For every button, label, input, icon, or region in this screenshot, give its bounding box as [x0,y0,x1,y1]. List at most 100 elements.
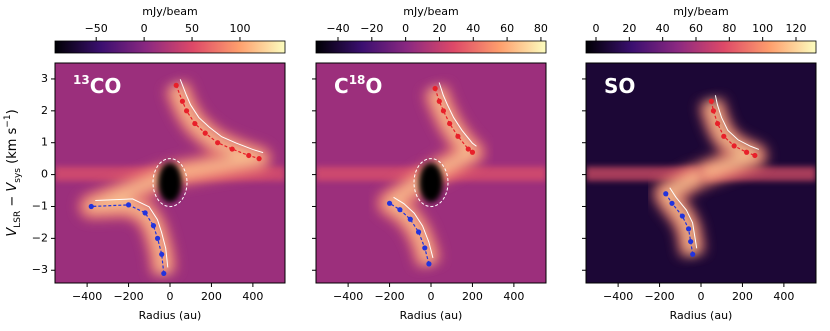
y-tick-label: 1 [41,136,48,149]
y-tick-label: 3 [41,72,48,85]
point [173,82,179,88]
point [469,149,476,155]
x-tick-label: −200 [644,290,674,303]
colorbar-label: mJy/beam [142,5,197,18]
y-axis-label-part: V [5,227,20,237]
pv-image [55,63,285,283]
panel-label-part: CO [90,74,122,98]
y-axis-label-part: ) [5,109,20,114]
colorbar-tick-label: 0 [402,22,409,35]
panel-label-part: 13 [73,73,90,87]
point [426,261,432,267]
colorbar-tick-label: 0 [593,22,600,35]
x-tick-label: 400 [242,290,263,303]
colorbar-label: mJy/beam [403,5,458,18]
colorbar-tick-label: −50 [85,22,108,35]
colorbar-tick-label: 80 [534,22,548,35]
pv-image [586,63,816,283]
colorbar-tick-label: 60 [500,22,514,35]
contour [669,187,698,249]
point [415,229,422,235]
contour [393,196,434,258]
x-tick-label: −200 [374,290,404,303]
x-tick-label: 200 [462,290,483,303]
y-tick-label: 2 [41,104,48,117]
x-tick-label: 400 [503,290,524,303]
point [154,235,161,241]
contour [95,198,169,268]
contour [438,82,477,147]
fit-line [389,202,430,265]
point [125,202,132,208]
point [731,143,737,149]
y-axis-label-part: (km s [5,127,20,168]
x-tick-label: −200 [113,290,143,303]
point [215,140,221,146]
point [256,156,262,162]
point [397,207,403,213]
colorbar-tick-label: 50 [185,22,199,35]
x-tick-label: 0 [428,290,435,303]
point [690,251,696,257]
colorbar-label: mJy/beam [673,5,728,18]
y-axis-label: VLSR − Vsys (km s−1) [3,109,23,236]
point [150,223,157,229]
point [447,120,453,127]
point [179,98,186,104]
colorbar-tick-label: 80 [722,22,736,35]
x-axis-label: Radius (au) [139,309,202,322]
point [407,216,413,222]
x-tick-label: 0 [698,290,705,303]
x-tick-label: −400 [72,290,102,303]
colorbar-tick-label: 60 [689,22,703,35]
colorbar-tick-label: 120 [786,22,807,35]
contour [714,95,760,150]
point [455,133,461,139]
colorbar-tick-label: 100 [229,22,250,35]
y-tick-label: −3 [32,263,48,276]
colorbar [54,40,286,54]
y-axis-label-part: LSR [13,211,23,228]
colorbar-tick-label: 20 [432,22,446,35]
point [202,130,208,136]
colorbar-tick-label: 20 [622,22,636,35]
point [159,251,165,257]
x-tick-label: 200 [732,290,753,303]
y-axis-label-part: −1 [3,114,13,127]
point [142,210,148,216]
point [685,226,692,232]
y-tick-label: 0 [41,168,48,181]
point [714,120,721,127]
point [752,152,758,159]
pv-image [316,63,546,283]
point [743,149,750,155]
panel-label-part: 18 [349,73,366,87]
y-axis-label-part: − V [5,182,20,211]
absorption [158,162,182,203]
x-axis-label: Radius (au) [670,309,733,322]
panel-label: C18O [334,73,382,98]
colorbar-tick-label: −40 [326,22,349,35]
panel-label: 13CO [73,73,121,98]
absorption [419,162,443,203]
point [465,146,471,152]
point [710,108,717,114]
colorbar-tick-label: 0 [141,22,148,35]
y-tick-label: −2 [32,231,48,244]
point [679,213,685,219]
point [708,98,714,104]
contour [413,158,449,208]
colorbar-tick-label: 40 [466,22,480,35]
point [436,98,442,104]
colorbar-tick-label: −20 [360,22,383,35]
point [246,152,252,159]
panel-label-part: C [334,74,349,98]
x-tick-label: 200 [201,290,222,303]
point [688,238,694,245]
point [386,200,393,206]
point [161,270,167,277]
x-tick-label: −400 [333,290,363,303]
colorbar [585,40,817,54]
y-tick-label: −1 [32,199,48,212]
